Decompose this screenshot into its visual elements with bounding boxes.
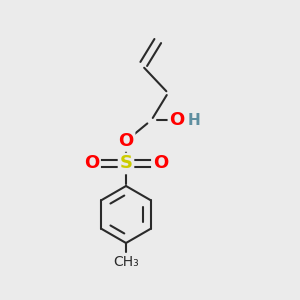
Text: H: H — [188, 113, 201, 128]
Text: O: O — [169, 111, 184, 129]
Text: S: S — [119, 154, 133, 172]
Text: O: O — [118, 132, 134, 150]
Text: O: O — [153, 154, 168, 172]
Text: O: O — [84, 154, 99, 172]
Text: CH₃: CH₃ — [113, 255, 139, 269]
